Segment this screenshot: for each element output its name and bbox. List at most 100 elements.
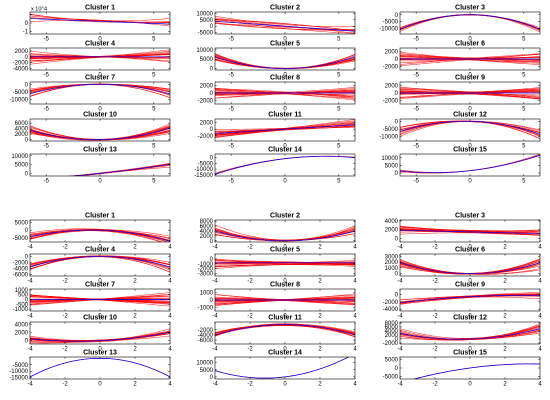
x-tick-label: -4 xyxy=(27,245,33,251)
y-tick-label: 10000 xyxy=(196,11,213,17)
x-tick-label: 2 xyxy=(503,245,507,251)
member-curve xyxy=(215,225,355,241)
y-tick-label: 0 xyxy=(210,91,214,97)
x-tick-label: 0 xyxy=(283,107,287,113)
y-tick-label: -5000 xyxy=(198,161,214,167)
x-tick-label: 4 xyxy=(168,279,172,285)
x-tick-label: 5 xyxy=(152,179,156,185)
x-tick-label: -4 xyxy=(212,347,218,353)
y-tick-label: 6000 xyxy=(385,325,399,331)
y-tick-label: 0 xyxy=(395,119,399,125)
y-tick-label: -2000 xyxy=(383,98,399,104)
member-curve xyxy=(400,154,540,173)
x-tick-label: -2 xyxy=(247,347,253,353)
x-tick-label: 2 xyxy=(503,314,507,320)
panel-title: Cluster 1 xyxy=(85,213,115,220)
y-tick-label: -10000 xyxy=(379,27,398,33)
x-tick-label: -5 xyxy=(228,107,234,113)
x-tick-label: 4 xyxy=(353,279,357,285)
y-tick-label: 5000 xyxy=(385,358,399,364)
member-curve xyxy=(400,154,540,174)
x-tick-label: 2 xyxy=(318,382,322,388)
member-curve xyxy=(215,57,355,69)
y-tick-label: 0 xyxy=(395,171,399,177)
y-tick-label: 5000 xyxy=(385,163,399,169)
member-curve xyxy=(215,325,355,337)
panel-g2-cluster-1: Cluster 1 -4 -2 0 2 4 -5000 0 5000 xyxy=(13,213,173,251)
x-tick-label: 0 xyxy=(98,245,102,251)
y-tick-label: 2000 xyxy=(15,331,29,337)
member-curve xyxy=(30,54,170,59)
x-tick-label: 4 xyxy=(353,245,357,251)
y-tick-label: 2000 xyxy=(385,84,399,90)
y-tick-label: -10000 xyxy=(194,167,213,173)
x-tick-label: 2 xyxy=(318,279,322,285)
member-curve xyxy=(215,22,355,31)
y-tick-label: 0 xyxy=(25,339,29,345)
center-curve xyxy=(400,14,540,30)
y-tick-label: 0 xyxy=(395,91,399,97)
x-tick-label: 2 xyxy=(318,314,322,320)
x-tick-label: -5 xyxy=(413,144,419,150)
center-curve xyxy=(400,229,540,234)
axes-frame xyxy=(29,356,171,380)
panel-g2-cluster-3: Cluster 3 -4 -2 0 2 4 0 2000 4000 xyxy=(385,213,543,251)
panel-g2-cluster-13: Cluster 13 -4 -2 0 2 4 -15000-10000-5000 xyxy=(9,350,172,388)
y-tick-label: 0 xyxy=(25,82,29,88)
y-tick-label: 500 xyxy=(18,293,29,299)
x-tick-label: -2 xyxy=(62,314,68,320)
y-tick-label: 2000 xyxy=(200,120,214,126)
member-curve xyxy=(215,264,355,269)
y-tick-label: 0 xyxy=(25,55,29,61)
x-tick-label: -4 xyxy=(27,347,33,353)
center-curve xyxy=(215,155,355,175)
panel-title: Cluster 11 xyxy=(268,112,302,119)
y-tick-label: 1000 xyxy=(200,291,214,297)
x-tick-label: 0 xyxy=(468,144,472,150)
panel-title: Cluster 3 xyxy=(455,5,485,12)
x-tick-label: 2 xyxy=(133,245,137,251)
x-tick-label: 4 xyxy=(168,245,172,251)
x-tick-label: 0 xyxy=(283,73,287,79)
x-tick-label: 2 xyxy=(133,314,137,320)
x-tick-label: 0 xyxy=(98,144,102,150)
x-tick-label: -2 xyxy=(247,245,253,251)
member-curve xyxy=(215,88,355,99)
member-curve xyxy=(215,264,355,267)
member-curve xyxy=(400,53,540,65)
y-tick-label: -1000 xyxy=(198,305,214,311)
x-tick-label: 2 xyxy=(503,279,507,285)
x-tick-label: 5 xyxy=(522,37,526,43)
member-curve xyxy=(30,296,170,305)
x-tick-label: 0 xyxy=(283,347,287,353)
center-curve xyxy=(412,363,540,379)
panel-g2-cluster-15: Cluster 15 -4 -2 0 2 4 -5000 0 5000 xyxy=(383,350,543,388)
member-curve xyxy=(400,228,540,234)
panel-title: Cluster 8 xyxy=(270,75,300,82)
y-tick-label: -2000 xyxy=(198,267,214,273)
y-tick-label: 0 xyxy=(25,298,29,304)
member-curve xyxy=(400,88,540,98)
axes-frame xyxy=(214,153,356,177)
x-tick-label: 4 xyxy=(538,245,542,251)
member-curve xyxy=(400,87,540,100)
y-tick-label: 0 xyxy=(395,272,399,278)
member-curve xyxy=(400,265,540,275)
x-tick-label: -4 xyxy=(27,314,33,320)
x-tick-label: -5 xyxy=(43,107,49,113)
axes-frame xyxy=(29,118,171,142)
x-tick-label: 4 xyxy=(353,382,357,388)
member-curve xyxy=(400,121,540,133)
panel-title: Cluster 13 xyxy=(83,147,117,154)
panel-title: Cluster 5 xyxy=(270,247,300,254)
axes-frame xyxy=(214,253,356,277)
x-tick-label: 4 xyxy=(353,314,357,320)
y-tick-label: 0 xyxy=(210,67,214,73)
y-tick-label: 4000 xyxy=(385,219,399,225)
y-tick-label: -5000 xyxy=(383,127,399,133)
x-tick-label: -4 xyxy=(397,245,403,251)
